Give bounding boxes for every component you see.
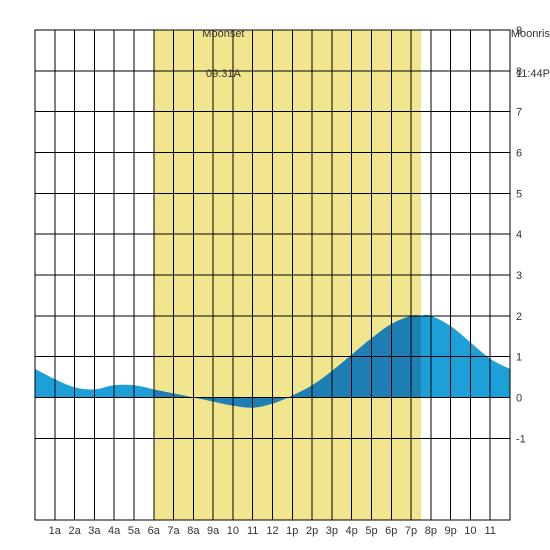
svg-text:0: 0 bbox=[516, 393, 522, 405]
svg-text:4p: 4p bbox=[346, 525, 358, 537]
moonrise-time: 11:44P bbox=[500, 68, 550, 81]
svg-text:5: 5 bbox=[516, 188, 522, 200]
svg-text:6p: 6p bbox=[385, 525, 397, 537]
svg-text:4: 4 bbox=[516, 229, 522, 241]
svg-text:6: 6 bbox=[516, 148, 522, 160]
tide-chart: 1a2a3a4a5a6a7a8a9a1011121p2p3p4p5p6p7p8p… bbox=[0, 0, 550, 550]
svg-text:7: 7 bbox=[516, 107, 522, 119]
svg-text:11: 11 bbox=[247, 525, 258, 537]
annotation-moonset: Moonset 09:31A bbox=[193, 2, 253, 108]
svg-text:2p: 2p bbox=[306, 525, 318, 537]
moonset-label: Moonset bbox=[193, 28, 253, 41]
svg-text:1a: 1a bbox=[49, 525, 62, 537]
svg-text:5a: 5a bbox=[128, 525, 141, 537]
svg-text:8p: 8p bbox=[425, 525, 437, 537]
svg-text:-1: -1 bbox=[516, 433, 526, 445]
svg-text:3: 3 bbox=[516, 270, 522, 282]
svg-text:7p: 7p bbox=[405, 525, 417, 537]
svg-text:5p: 5p bbox=[365, 525, 377, 537]
svg-text:1p: 1p bbox=[286, 525, 298, 537]
svg-text:8a: 8a bbox=[187, 525, 200, 537]
moonset-time: 09:31A bbox=[193, 68, 253, 81]
moonrise-label: Moonris bbox=[500, 28, 550, 41]
svg-text:9a: 9a bbox=[207, 525, 220, 537]
svg-text:11: 11 bbox=[484, 525, 495, 537]
annotation-moonrise: Moonris 11:44P bbox=[500, 2, 550, 108]
svg-text:4a: 4a bbox=[108, 525, 121, 537]
svg-text:9p: 9p bbox=[445, 525, 457, 537]
svg-text:2: 2 bbox=[516, 311, 522, 323]
svg-text:1: 1 bbox=[516, 352, 522, 364]
svg-text:3p: 3p bbox=[326, 525, 338, 537]
svg-text:7a: 7a bbox=[167, 525, 180, 537]
chart-svg: 1a2a3a4a5a6a7a8a9a1011121p2p3p4p5p6p7p8p… bbox=[0, 0, 550, 550]
svg-text:12: 12 bbox=[266, 525, 278, 537]
svg-text:2a: 2a bbox=[68, 525, 81, 537]
svg-text:3a: 3a bbox=[88, 525, 101, 537]
svg-text:10: 10 bbox=[227, 525, 239, 537]
svg-text:6a: 6a bbox=[148, 525, 161, 537]
svg-text:10: 10 bbox=[464, 525, 476, 537]
